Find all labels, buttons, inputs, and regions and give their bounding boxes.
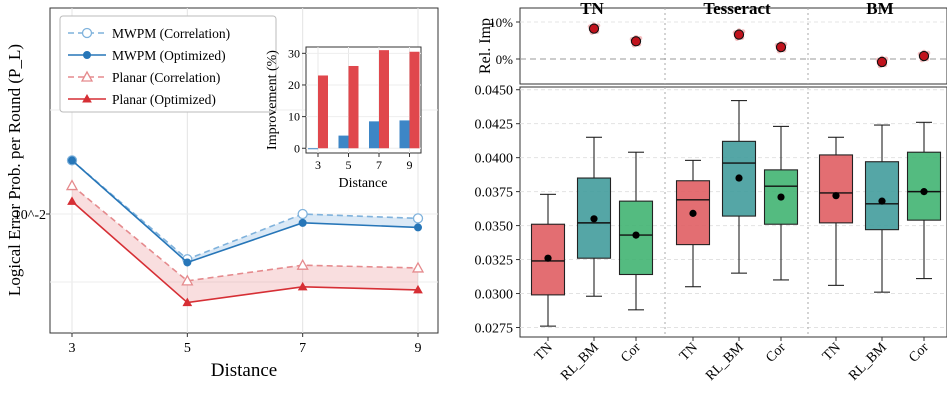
inset-y-tick-label: 20 [288,78,300,92]
rel-imp-mean [631,37,640,46]
left-x-tick-label: 5 [184,341,191,356]
box-x-tick-label: Cor [618,340,644,366]
box-mean [632,231,639,238]
box-x-tick-label: TN [532,340,556,364]
series-point [184,259,191,266]
box-y-tick-label: 0.0425 [475,118,514,133]
inset-bar [369,121,379,148]
left-x-axis-label: Distance [211,360,277,381]
rel-imp-axis-label: Rel. Imp [477,18,494,74]
inset-y-tick-label: 10 [288,110,300,124]
box-mean [544,255,551,262]
box-body [866,162,899,230]
inset-bar [349,66,359,148]
rel-imp-y-tick-label: 0% [496,52,514,67]
rel-imp-mean [589,24,598,33]
inset-x-tick-label: 9 [407,158,413,172]
group-title: BM [866,0,893,18]
inset-y-tick-label: 0 [294,141,300,155]
box-x-tick-label: TN [677,340,701,364]
left-x-tick-label: 3 [69,341,76,356]
inset-bar [308,148,318,149]
box-y-tick-label: 0.0350 [475,220,514,235]
group-title: TN [580,0,604,18]
box-x-tick-label: RL_BM [558,340,602,384]
box-mean [832,192,839,199]
left-x-tick-label: 7 [299,341,306,356]
rel-imp-plot-area [520,8,947,84]
legend-marker [83,29,92,38]
inset-bar [318,75,328,148]
left-x-tick-label: 9 [415,341,422,356]
right-box-chart: 0.0275 0.0300 0.0325 0.0350 0.0375 0.0400 0.04… [475,0,947,384]
rel-imp-mean [877,57,886,66]
box-y-tick-label: 0.0450 [475,84,514,99]
box-y-tick-label: 0.0400 [475,152,514,167]
box-mean [920,188,927,195]
series-point [69,157,76,164]
box-y-tick-label: 0.0375 [475,186,514,201]
inset-y-axis-label: Improvement (%) [265,50,280,150]
rel-imp-mean [776,43,785,52]
inset-x-tick-label: 3 [315,158,321,172]
series-point [298,210,307,219]
inset-bar [400,120,410,148]
inset-y-tick-label: 30 [288,46,300,60]
inset-x-axis-label: Distance [339,176,388,191]
inset-bar [410,52,420,149]
box-x-tick-label: RL_BM [703,340,747,384]
inset-bar [339,136,349,149]
box-y-tick-label: 0.0300 [475,288,514,303]
legend-label: MWPM (Optimized) [112,48,226,63]
left-y-axis-label: Logical Error Prob. per Round (P_L) [5,44,24,296]
box-x-tick-label: RL_BM [846,340,890,384]
inset-bar [379,50,389,148]
rel-imp-mean [734,30,743,39]
box-mean [689,210,696,217]
box-body [908,152,941,220]
box-x-tick-label: Cor [906,340,932,366]
legend-marker [84,52,91,59]
box-mean [735,174,742,181]
series-point [414,214,423,223]
legend-label: Planar (Correlation) [112,70,220,85]
box-x-tick-label: TN [820,340,844,364]
left-legend: MWPM (Correlation) MWPM (Optimized) Planar… [60,16,276,112]
box-x-tick-label: Cor [763,340,789,366]
box-body [820,155,853,223]
legend-label: Planar (Optimized) [112,92,216,107]
rel-imp-mean [919,51,928,60]
legend-label: MWPM (Correlation) [112,26,230,41]
left-x-ticks: 3 5 7 9 [69,333,422,356]
group-title: Tesseract [703,0,771,18]
box-y-tick-label: 0.0325 [475,254,514,269]
box-mean [777,193,784,200]
inset-x-tick-label: 7 [376,158,382,172]
box-mean [878,198,885,205]
box-y-tick-label: 0.0275 [475,321,514,336]
box-mean [590,215,597,222]
series-point [299,219,306,226]
series-point [415,224,422,231]
inset-x-tick-label: 5 [346,158,352,172]
